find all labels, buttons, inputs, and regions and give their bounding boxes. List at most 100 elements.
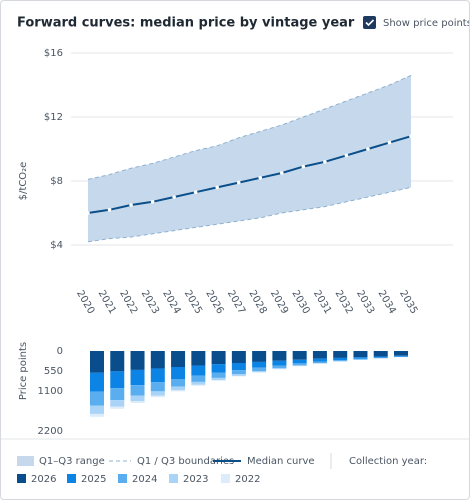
legend-title: Collection year: xyxy=(349,456,427,467)
median-point xyxy=(86,211,90,215)
median-point xyxy=(258,176,263,180)
bar-segment xyxy=(333,357,348,361)
legend-label: Median curve xyxy=(247,456,315,467)
x-tick-label: 2028 xyxy=(246,288,268,316)
bar-segment xyxy=(171,379,186,387)
median-point xyxy=(409,134,413,138)
median-point xyxy=(323,160,327,164)
x-tick-label: 2025 xyxy=(182,288,204,316)
bar-segment xyxy=(90,413,104,417)
bar-segment xyxy=(110,388,125,401)
bar-segment xyxy=(211,364,226,373)
bar-segment xyxy=(171,390,186,392)
bar-segment xyxy=(110,400,125,407)
bar-segment xyxy=(312,361,327,363)
bar-segment xyxy=(191,375,206,382)
bar-segment xyxy=(171,351,186,367)
bar-segment xyxy=(333,351,348,358)
y-tick-label: 1100 xyxy=(38,386,63,397)
x-tick-label: 2032 xyxy=(332,288,354,316)
checkbox-check xyxy=(365,19,375,27)
bar-segment xyxy=(211,380,226,381)
bar-segment xyxy=(90,351,104,373)
bar-segment xyxy=(130,395,145,402)
bar-segment xyxy=(312,363,327,364)
legend-label: 2026 xyxy=(31,474,56,485)
bar-segment xyxy=(373,351,388,357)
bar-segment xyxy=(191,381,206,385)
x-tick-label: 2026 xyxy=(203,288,225,316)
bar-segment xyxy=(130,401,145,403)
bar-segment xyxy=(90,391,104,406)
bar-segment xyxy=(90,405,104,414)
bar-segment xyxy=(110,406,125,409)
bar-segment xyxy=(252,367,267,371)
median-point xyxy=(387,140,392,145)
bar-segment xyxy=(292,359,307,364)
bar-segment xyxy=(231,363,246,371)
x-tick-label: 2022 xyxy=(117,288,139,316)
median-point xyxy=(301,164,306,169)
bar-segment xyxy=(150,391,165,396)
x-tick-label: 2023 xyxy=(139,288,161,316)
y-tick-label: $4 xyxy=(50,240,63,251)
bar-segment xyxy=(191,384,206,386)
x-tick-label: 2030 xyxy=(289,288,311,316)
bar-segment xyxy=(272,351,287,361)
x-tick-label: 2020 xyxy=(74,288,96,316)
legend-label: 2024 xyxy=(132,474,157,485)
bar-segment xyxy=(272,360,287,366)
bar-segment xyxy=(231,370,246,375)
bar-segment xyxy=(150,395,165,398)
legend-swatch xyxy=(169,474,178,483)
title: Forward curves: median price by vintage … xyxy=(17,16,355,31)
bar-segment xyxy=(191,365,206,376)
y-tick-label: $8 xyxy=(50,176,63,187)
bar-segment xyxy=(171,367,186,379)
bar-segment xyxy=(292,363,307,366)
bar-segment xyxy=(272,365,287,369)
bar-segment xyxy=(231,375,246,377)
median-line xyxy=(87,135,412,214)
bar-segment xyxy=(373,356,388,358)
y-axis-label: $/tCO₂e xyxy=(18,162,29,201)
bar-segment xyxy=(150,382,165,392)
bar-segment xyxy=(394,351,408,356)
median-point xyxy=(129,203,133,207)
legend-swatch xyxy=(17,474,26,483)
checkbox-box[interactable] xyxy=(363,16,376,29)
median-point xyxy=(280,171,284,175)
y-tick-label: 0 xyxy=(57,346,63,357)
legend-label: Q1–Q3 range xyxy=(39,456,105,467)
legend-swatch xyxy=(118,474,127,483)
bar-segment xyxy=(394,355,408,357)
x-tick-label: 2027 xyxy=(225,288,247,316)
median-point xyxy=(193,190,198,194)
y-tick-label: 2200 xyxy=(38,426,63,437)
y-axis-label: Price points xyxy=(18,342,29,400)
bar-segment xyxy=(272,368,287,369)
median-point xyxy=(172,195,176,199)
bar-segment xyxy=(252,351,267,362)
checkbox-label[interactable]: Show price points xyxy=(383,18,469,29)
checkbox[interactable]: Show price points xyxy=(363,16,469,29)
bar-segment xyxy=(231,351,246,363)
median-point xyxy=(366,147,370,151)
y-tick-label: 550 xyxy=(44,366,63,377)
legend-label: 2023 xyxy=(183,474,208,485)
bar-segment xyxy=(130,351,145,370)
legend-swatch xyxy=(221,474,230,483)
x-tick-label: 2021 xyxy=(96,288,118,316)
band-boundary xyxy=(87,186,412,243)
median-point xyxy=(215,185,219,190)
bar-segment xyxy=(171,386,186,391)
bar-segment xyxy=(211,377,226,381)
legend-label: 2022 xyxy=(235,474,260,485)
bar-segment xyxy=(110,351,125,372)
bar-segment xyxy=(252,361,267,368)
legend-label: Q1 / Q3 boundaries xyxy=(137,456,234,467)
bar-segment xyxy=(191,351,206,366)
bar-segment xyxy=(292,351,307,360)
